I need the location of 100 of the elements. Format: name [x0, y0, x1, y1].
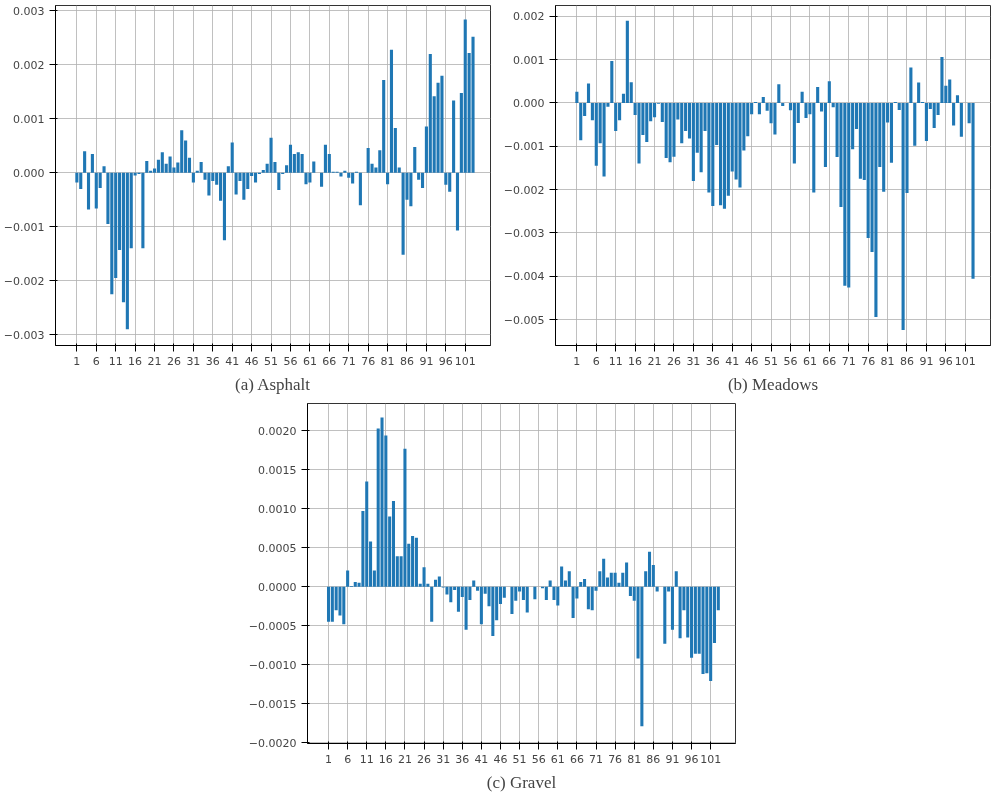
bar: [79, 172, 83, 189]
x-tick-label: 91: [419, 354, 434, 368]
x-tick-label: 46: [244, 354, 259, 368]
y-tick-label: 0.001: [513, 53, 545, 67]
bar: [792, 102, 796, 164]
text: (a) Asphalt: [235, 374, 311, 394]
x-tick-label: 36: [455, 752, 470, 766]
bar: [403, 448, 407, 587]
x-tick-label: 6: [344, 752, 352, 766]
x-tick-label: 31: [186, 354, 201, 368]
x-tick-label: 66: [569, 752, 584, 766]
bar: [411, 536, 415, 587]
bar: [625, 20, 629, 103]
bar: [586, 83, 591, 103]
bar: [609, 572, 613, 587]
bar: [586, 586, 590, 610]
bar: [448, 172, 452, 192]
x-tick-label: 96: [684, 752, 699, 766]
bar: [571, 586, 575, 618]
x-tick-label: 66: [322, 354, 337, 368]
bar: [413, 146, 417, 173]
bar: [207, 172, 211, 196]
bar: [610, 60, 614, 103]
bar: [160, 152, 164, 173]
x-tick-label: 101: [454, 354, 476, 368]
bar: [932, 102, 936, 129]
x-tick-label: 51: [764, 354, 779, 368]
text: (b) Meadows: [727, 374, 819, 394]
y-tick-label: 0.003: [13, 4, 45, 18]
x-tick-label: 81: [880, 354, 895, 368]
bar: [386, 172, 390, 185]
x-tick-label: 41: [725, 354, 740, 368]
bar: [353, 582, 357, 587]
y-tick-label: 0.001: [13, 112, 45, 126]
bar: [693, 586, 697, 654]
bar: [556, 586, 560, 606]
x-tick-label: 31: [436, 752, 451, 766]
bar: [777, 84, 781, 103]
x-tick-label: 76: [861, 354, 876, 368]
x-tick-label: 31: [686, 354, 701, 368]
bar: [414, 537, 418, 587]
x-tick-label: 36: [205, 354, 220, 368]
bar: [420, 172, 425, 188]
x-tick-label: 86: [900, 354, 914, 368]
bar: [428, 54, 432, 173]
bar: [602, 558, 606, 587]
bar: [971, 102, 975, 279]
bar: [464, 586, 468, 630]
bar: [640, 586, 644, 727]
bar: [594, 102, 598, 166]
x-tick-label: 46: [744, 354, 759, 368]
x-tick-label: 91: [665, 752, 680, 766]
x-tick-label: 26: [166, 354, 181, 368]
bar: [773, 102, 777, 135]
x-tick-label: 76: [361, 354, 376, 368]
bar: [253, 172, 258, 183]
bar: [843, 102, 847, 286]
x-tick-label: 56: [531, 752, 546, 766]
bar: [701, 586, 705, 675]
y-tick-label: −0.001: [503, 140, 545, 154]
bar: [680, 102, 684, 144]
bar: [625, 562, 629, 587]
x-tick-label: 11: [359, 752, 374, 766]
bar: [874, 102, 878, 317]
bar: [449, 586, 453, 603]
x-tick-label: 81: [627, 752, 642, 766]
bar: [312, 161, 316, 173]
bar: [952, 102, 956, 126]
bar: [637, 102, 641, 164]
bar: [614, 102, 618, 132]
bar: [288, 144, 293, 173]
bar: [668, 102, 672, 163]
bar: [455, 172, 460, 231]
bar: [382, 79, 386, 173]
bar: [168, 156, 172, 173]
x-tick-label: 66: [822, 354, 837, 368]
bar: [472, 580, 476, 587]
bar: [544, 586, 548, 601]
x-tick-label: 51: [264, 354, 279, 368]
y-tick-label: −0.005: [503, 313, 545, 327]
bar: [230, 142, 234, 173]
bar: [277, 172, 281, 191]
y-tick-label: 0.000: [13, 166, 45, 180]
bar: [339, 172, 343, 177]
y-tick-label: 0.0005: [258, 541, 297, 555]
x-tick-label: 16: [128, 354, 143, 368]
bar: [304, 172, 308, 185]
bar: [579, 102, 583, 141]
x-tick-label: 6: [592, 354, 600, 368]
bar: [380, 417, 384, 587]
bar: [674, 571, 678, 587]
x-tick-label: 56: [283, 354, 298, 368]
bar: [437, 576, 441, 587]
x-tick-label: 21: [397, 752, 412, 766]
bar: [471, 36, 475, 173]
x-tick-label: 96: [938, 354, 953, 368]
bar: [125, 172, 129, 330]
bar: [409, 172, 413, 207]
y-tick-label: −0.004: [503, 270, 545, 284]
bar: [525, 586, 529, 613]
